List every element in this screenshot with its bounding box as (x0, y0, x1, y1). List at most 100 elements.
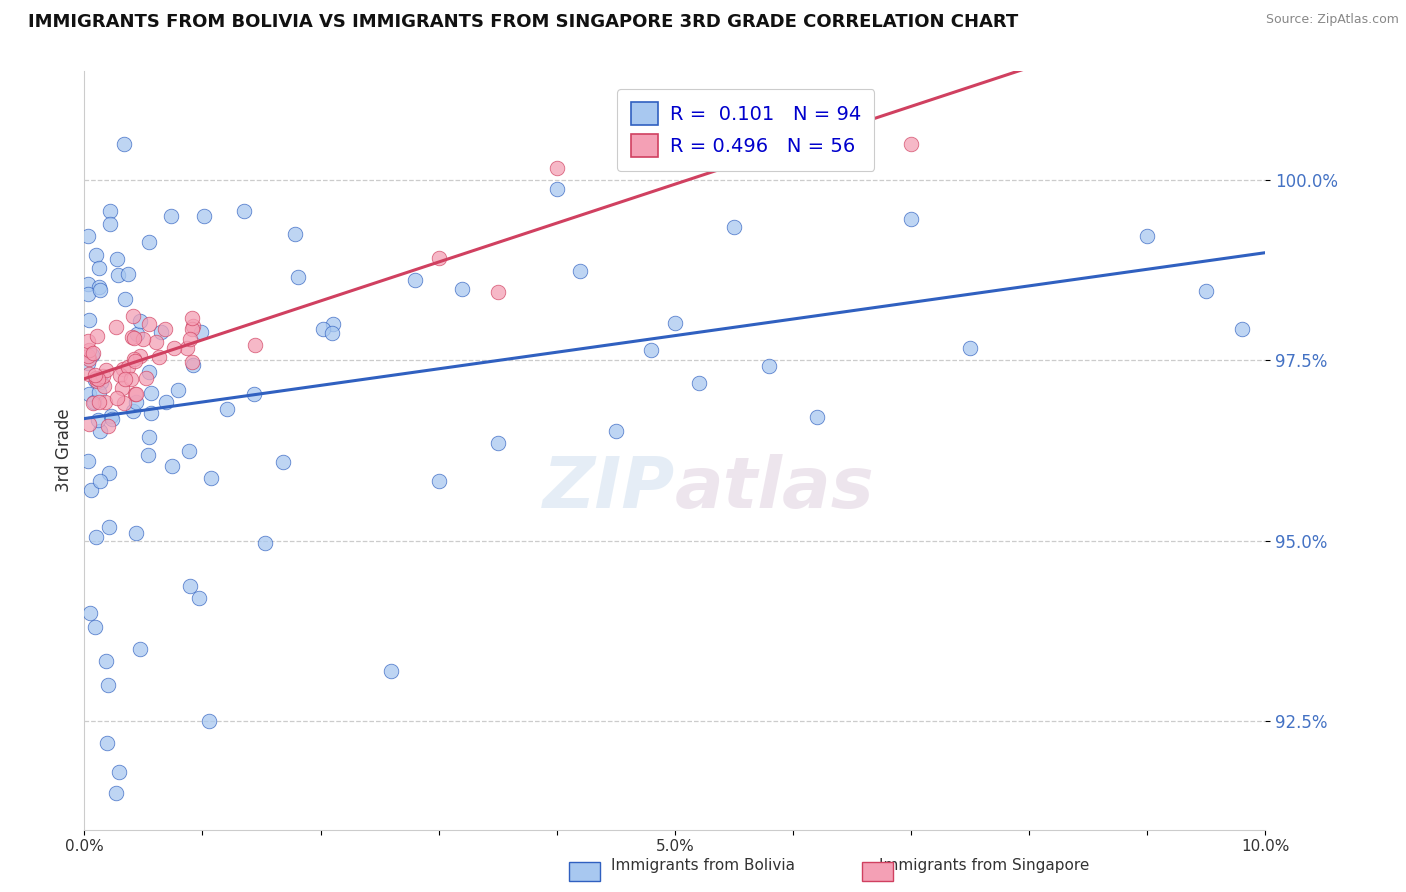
Point (688, 376, 710, 390)
Point (124, 354, 146, 368)
Point (605, 424, 627, 438)
Point (664, 316, 686, 330)
Point (136, 449, 159, 463)
Point (284, 227, 307, 241)
Point (121, 330, 143, 344)
Point (94, 363, 117, 377)
Legend: R =  0.101   N = 94, R = 0.496   N = 56: R = 0.101 N = 94, R = 0.496 N = 56 (617, 88, 875, 170)
Point (1136, 229, 1159, 244)
Point (125, 327, 148, 342)
Point (77, 334, 100, 348)
Point (77, 356, 100, 370)
Point (180, 321, 202, 335)
Point (117, 267, 139, 281)
Point (108, 368, 131, 382)
Point (125, 387, 148, 401)
Point (77, 367, 100, 381)
Point (87, 261, 110, 276)
Point (163, 341, 186, 355)
Point (82, 395, 104, 409)
Point (451, 282, 474, 296)
Point (80, 348, 103, 362)
Point (782, 136, 804, 151)
Point (321, 326, 343, 341)
Point (91, 368, 114, 383)
Point (121, 372, 143, 386)
Point (183, 319, 205, 334)
Point (86, 247, 108, 261)
Point (87, 395, 110, 409)
Point (87, 384, 110, 399)
Point (312, 322, 335, 336)
Point (105, 320, 128, 334)
Point (77, 349, 100, 363)
Point (181, 311, 204, 326)
Point (77, 286, 100, 301)
Point (723, 219, 745, 234)
Point (1195, 285, 1218, 299)
Point (179, 332, 201, 346)
Point (77, 417, 100, 431)
Point (87, 280, 110, 294)
Point (183, 358, 205, 372)
Point (83, 394, 105, 409)
Point (155, 395, 177, 409)
Point (77, 454, 100, 468)
Point (86, 329, 108, 343)
Point (121, 404, 143, 418)
Point (97, 678, 120, 692)
Point (86, 530, 108, 544)
Point (77, 313, 100, 327)
Point (101, 412, 124, 426)
Point (138, 365, 160, 379)
Point (100, 409, 122, 423)
Point (122, 331, 145, 345)
Point (104, 787, 127, 801)
Point (138, 235, 160, 249)
Point (188, 591, 211, 606)
Point (77, 229, 100, 244)
Point (77, 352, 100, 367)
Point (322, 318, 344, 332)
Point (380, 664, 402, 678)
Point (117, 359, 139, 374)
Point (404, 273, 426, 287)
Point (112, 396, 135, 410)
Point (180, 355, 202, 369)
Point (124, 387, 146, 401)
Point (233, 203, 256, 218)
Point (124, 525, 146, 540)
Point (98, 203, 121, 218)
Point (1230, 322, 1253, 336)
Point (97, 419, 120, 434)
Point (139, 385, 162, 400)
Text: atlas: atlas (675, 454, 875, 523)
Point (97, 466, 120, 480)
Point (758, 359, 780, 374)
Point (138, 430, 160, 444)
Point (80, 483, 103, 498)
Point (90, 375, 112, 389)
Point (841, 136, 863, 151)
Point (243, 386, 266, 401)
Point (806, 409, 828, 424)
Point (132, 332, 155, 346)
Point (114, 372, 136, 386)
Point (86, 372, 108, 386)
Text: Source: ZipAtlas.com: Source: ZipAtlas.com (1265, 13, 1399, 27)
Point (96, 736, 118, 750)
Point (108, 764, 131, 779)
Text: ZIP: ZIP (543, 454, 675, 523)
Point (193, 209, 215, 223)
Point (122, 309, 145, 323)
Point (89, 474, 111, 488)
Point (243, 338, 266, 352)
Point (86, 370, 108, 384)
Point (125, 395, 148, 409)
Point (114, 136, 136, 151)
Point (77, 386, 100, 401)
Point (122, 352, 145, 367)
Point (86, 413, 108, 427)
Point (900, 212, 922, 227)
Point (427, 474, 450, 488)
